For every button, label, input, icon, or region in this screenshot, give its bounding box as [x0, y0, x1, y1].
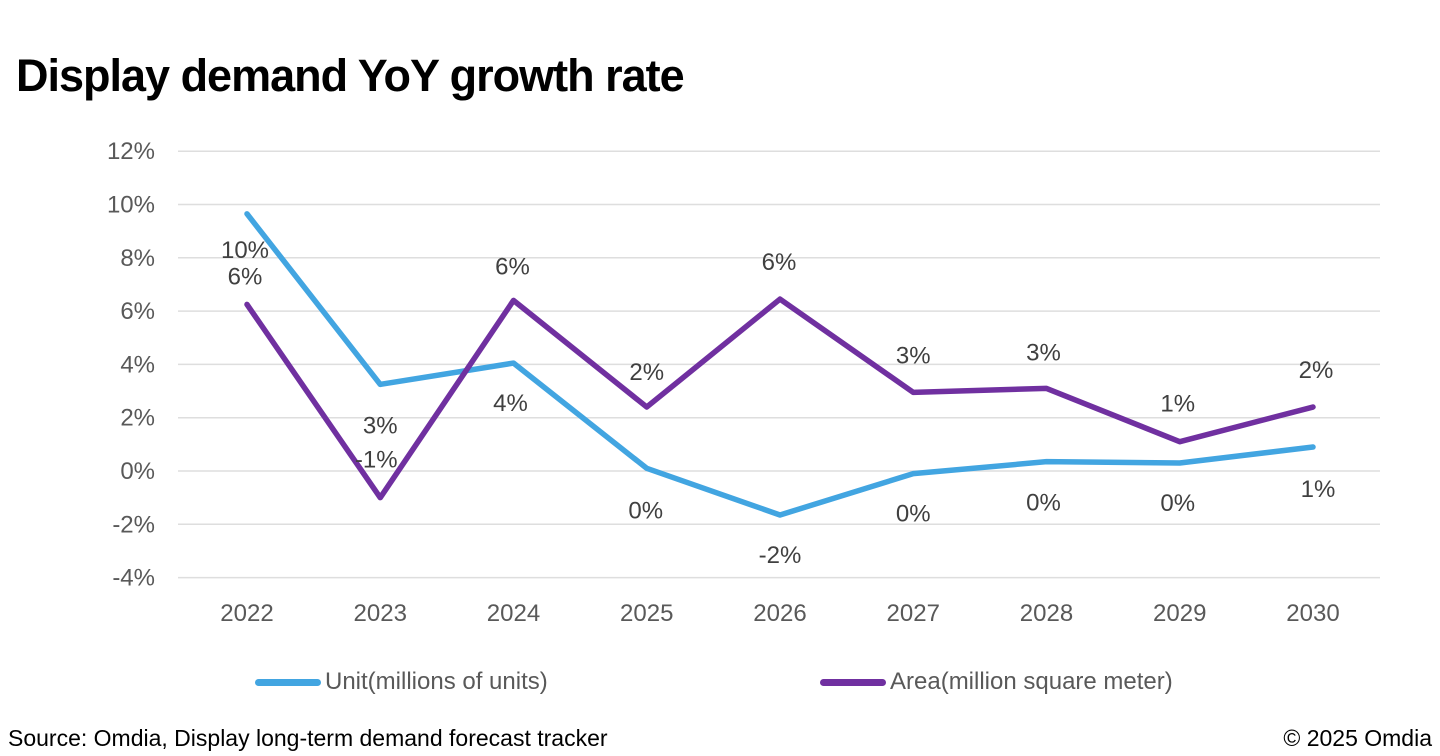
- x-axis-tick-label: 2022: [220, 600, 273, 627]
- data-label: -2%: [759, 542, 802, 569]
- data-label: 6%: [495, 253, 530, 280]
- x-axis-tick-label: 2027: [887, 600, 940, 627]
- y-axis-tick-label: -4%: [112, 565, 155, 592]
- y-axis-tick-label: 2%: [120, 405, 155, 432]
- data-label: 1%: [1160, 391, 1195, 418]
- data-label: 10%: [221, 237, 269, 264]
- legend-item-unit: Unit(millions of units): [255, 664, 548, 700]
- chart-title: Display demand YoY growth rate: [16, 50, 685, 102]
- y-axis-tick-label: 8%: [120, 245, 155, 272]
- x-axis-tick-label: 2026: [753, 600, 806, 627]
- area-series-line: [244, 296, 1316, 501]
- y-axis-tick-label: 6%: [120, 298, 155, 325]
- data-label: 0%: [1160, 490, 1195, 517]
- data-label: 6%: [228, 263, 263, 290]
- y-axis-tick-label: 10%: [107, 192, 155, 219]
- y-axis-tick-label: -2%: [112, 511, 155, 538]
- y-axis-tick-label: 4%: [120, 351, 155, 378]
- data-label: 0%: [628, 497, 663, 524]
- x-axis-tick-label: 2025: [620, 600, 673, 627]
- copyright-note: © 2025 Omdia: [1283, 725, 1432, 751]
- data-label: 0%: [1026, 490, 1061, 517]
- data-label: 2%: [629, 359, 664, 386]
- data-label: 3%: [363, 412, 398, 439]
- legend-item-area: Area(million square meter): [820, 664, 1173, 700]
- data-label: 0%: [896, 501, 931, 528]
- y-axis-tick-label: 12%: [107, 138, 155, 165]
- unit-series-swatch: [255, 678, 321, 686]
- chart-legend: Unit(millions of units) Area(million squ…: [0, 664, 1440, 704]
- x-axis-tick-label: 2028: [1020, 600, 1073, 627]
- source-note: Source: Omdia, Display long-term demand …: [8, 725, 608, 751]
- unit-series-line: [244, 211, 1316, 518]
- data-label: 3%: [1026, 339, 1061, 366]
- data-label: 3%: [896, 342, 931, 369]
- data-label: 6%: [762, 249, 797, 276]
- data-label: 1%: [1301, 476, 1336, 503]
- x-axis-tick-label: 2024: [487, 600, 540, 627]
- data-label: 2%: [1299, 357, 1334, 384]
- x-axis-tick-label: 2030: [1286, 600, 1339, 627]
- area-series-swatch: [820, 678, 886, 686]
- legend-label-unit: Unit(millions of units): [325, 668, 548, 695]
- data-label: -1%: [355, 447, 398, 474]
- y-axis-tick-label: 0%: [120, 458, 155, 485]
- data-label: 4%: [493, 390, 528, 417]
- x-axis-tick-label: 2029: [1153, 600, 1206, 627]
- legend-label-area: Area(million square meter): [890, 668, 1173, 695]
- x-axis-tick-label: 2023: [354, 600, 407, 627]
